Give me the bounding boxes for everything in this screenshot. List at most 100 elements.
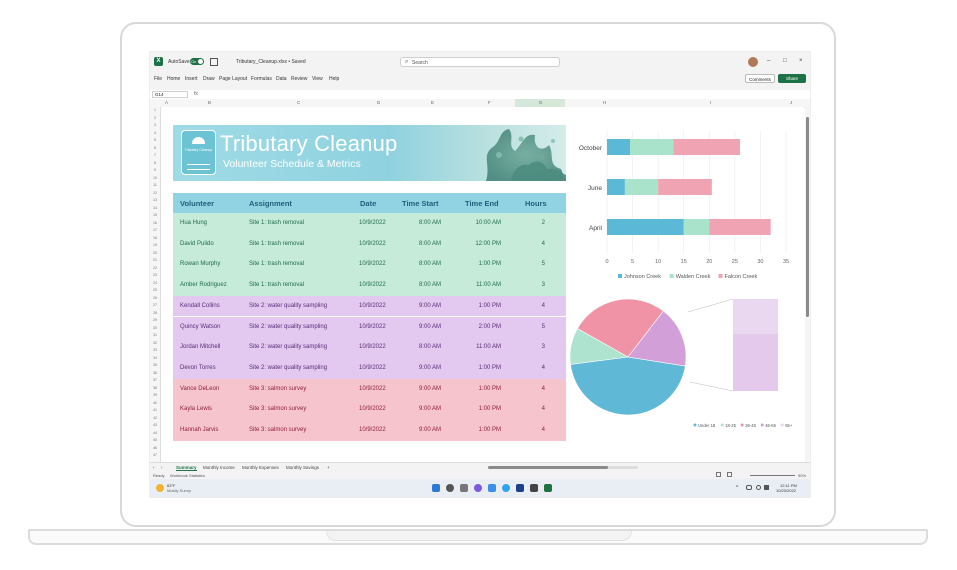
secondary-bar-segment[interactable] bbox=[733, 334, 778, 391]
volunteer-cell[interactable]: Hua Hung bbox=[180, 220, 208, 226]
volunteer-cell[interactable]: Vance DeLeon bbox=[180, 385, 220, 392]
date-cell[interactable]: 10/9/2022 bbox=[359, 344, 386, 351]
date-cell[interactable]: 10/9/2022 bbox=[359, 302, 386, 309]
volunteer-cell[interactable]: Amber Rodriguez bbox=[180, 282, 227, 289]
column-b[interactable]: B bbox=[208, 100, 212, 105]
time-end-cell[interactable]: 1:00 PM bbox=[478, 302, 501, 309]
row-number[interactable]: 24 bbox=[153, 280, 157, 285]
volunteer-cell[interactable]: David Pulido bbox=[180, 240, 214, 247]
row-number[interactable]: 31 bbox=[153, 333, 157, 337]
hours-cell[interactable]: 4 bbox=[541, 302, 545, 309]
row-number[interactable]: 34 bbox=[153, 355, 157, 360]
sheet-tab-monthly-savings[interactable]: Monthly Savings bbox=[286, 465, 320, 470]
row-number[interactable]: 19 bbox=[153, 243, 157, 247]
volunteer-cell[interactable]: Quincy Watson bbox=[180, 323, 221, 330]
save-icon[interactable] bbox=[210, 58, 218, 66]
edge-icon[interactable] bbox=[502, 484, 510, 492]
pie-chart[interactable]: Under 18 18-25 26-45 46-65 65+ bbox=[570, 282, 805, 432]
hours-cell[interactable]: 5 bbox=[541, 323, 545, 330]
menu-data[interactable]: Data bbox=[276, 76, 287, 82]
store-icon[interactable] bbox=[516, 484, 524, 492]
table-row[interactable]: Vance DeLeon Site 3: salmon survey 10/9/20… bbox=[173, 378, 566, 400]
menu-insert[interactable]: Insert bbox=[185, 76, 198, 82]
fx-icon[interactable]: fx bbox=[194, 91, 198, 97]
excel-taskbar-icon[interactable] bbox=[544, 484, 552, 492]
menu-page-layout[interactable]: Page Layout bbox=[219, 76, 248, 82]
row-number[interactable]: 32 bbox=[153, 340, 157, 345]
date-cell[interactable]: 10/9/2022 bbox=[359, 323, 386, 330]
column-g[interactable]: G bbox=[539, 100, 543, 105]
bar-segment[interactable] bbox=[607, 219, 684, 235]
assignment-cell[interactable]: Site 1: trash removal bbox=[249, 220, 305, 226]
row-number[interactable]: 14 bbox=[153, 205, 157, 210]
volunteer-cell[interactable]: Kendall Collins bbox=[180, 302, 220, 309]
column-j[interactable]: J bbox=[790, 100, 793, 105]
assignment-cell[interactable]: Site 3: salmon survey bbox=[249, 406, 307, 413]
horizontal-scrollbar[interactable] bbox=[488, 466, 638, 469]
row-number[interactable]: 37 bbox=[153, 378, 157, 382]
row-number[interactable]: 42 bbox=[153, 415, 157, 420]
pie-slice[interactable] bbox=[570, 356, 686, 416]
row-number[interactable]: 44 bbox=[153, 430, 157, 435]
table-row[interactable]: Hannah Jarvis Site 3: salmon survey 10/9/2… bbox=[173, 420, 566, 441]
bar-segment[interactable] bbox=[709, 219, 771, 235]
volunteer-cell[interactable]: Hannah Jarvis bbox=[180, 427, 219, 433]
row-number[interactable]: 43 bbox=[153, 423, 157, 427]
menu-file[interactable]: File bbox=[154, 76, 163, 82]
table-row[interactable]: Kendall Collins Site 2: water quality sam… bbox=[173, 295, 566, 317]
zoom-slider[interactable] bbox=[750, 474, 795, 476]
volume-icon[interactable] bbox=[764, 485, 769, 490]
table-row[interactable]: David Pulido Site 1: trash removal 10/9/20… bbox=[173, 233, 566, 255]
menu-draw[interactable]: Draw bbox=[203, 76, 215, 82]
time-end-cell[interactable]: 10:00 AM bbox=[475, 220, 501, 226]
time-end-cell[interactable]: 11:00 AM bbox=[476, 344, 501, 351]
menu-formulas[interactable]: Formulas bbox=[251, 76, 272, 82]
sheet-tab-monthly-expenses[interactable]: Monthly Expenses bbox=[242, 465, 279, 470]
pie-slice[interactable] bbox=[577, 298, 664, 358]
row-number[interactable]: 28 bbox=[153, 310, 157, 315]
row-number[interactable]: 5 bbox=[154, 138, 156, 142]
date-cell[interactable]: 10/9/2022 bbox=[359, 364, 386, 371]
time-end-cell[interactable]: 1:00 PM bbox=[478, 385, 501, 392]
column-h[interactable]: H bbox=[603, 100, 607, 105]
column-d[interactable]: D bbox=[377, 100, 381, 105]
document-title[interactable]: Tributary_Cleanup.xlsx • Saved bbox=[236, 59, 306, 65]
time-end-cell[interactable]: 1:00 PM bbox=[478, 406, 501, 413]
table-row[interactable]: Kayla Lewis Site 3: salmon survey 10/9/202… bbox=[173, 399, 566, 420]
row-number[interactable]: 23 bbox=[153, 273, 157, 277]
wifi-icon[interactable] bbox=[756, 485, 761, 490]
avatar[interactable] bbox=[748, 57, 758, 67]
row-number[interactable]: 2 bbox=[154, 115, 156, 120]
date-cell[interactable]: 10/9/2022 bbox=[359, 282, 386, 289]
row-number[interactable]: 25 bbox=[153, 288, 157, 292]
hours-cell[interactable]: 2 bbox=[541, 220, 545, 226]
column-f[interactable]: F bbox=[488, 100, 491, 105]
chat-icon[interactable] bbox=[474, 484, 482, 492]
assignment-cell[interactable]: Site 2: water quality sampling bbox=[249, 323, 328, 330]
hours-cell[interactable]: 4 bbox=[541, 240, 545, 247]
bar-segment[interactable] bbox=[673, 139, 740, 155]
time-end-cell[interactable]: 11:00 AM bbox=[476, 282, 501, 289]
row-number[interactable]: 27 bbox=[153, 303, 157, 307]
zoom-level[interactable]: 90% bbox=[798, 473, 807, 478]
row-number[interactable]: 30 bbox=[153, 325, 157, 330]
row-number[interactable]: 40 bbox=[153, 400, 157, 405]
close-button[interactable]: × bbox=[799, 58, 803, 64]
row-number[interactable]: 16 bbox=[153, 220, 157, 225]
sheet-tab-summary[interactable]: Summary bbox=[176, 465, 197, 471]
menu-home[interactable]: Home bbox=[167, 76, 181, 82]
hours-cell[interactable]: 5 bbox=[541, 261, 545, 268]
share-button[interactable]: Share bbox=[778, 74, 806, 83]
table-row[interactable]: Hua Hung Site 1: trash removal 10/9/2022 8:… bbox=[173, 213, 566, 234]
date-cell[interactable]: 10/9/2022 bbox=[359, 406, 386, 413]
assignment-cell[interactable]: Site 2: water quality sampling bbox=[249, 302, 328, 309]
date-cell[interactable]: 10/9/2022 bbox=[359, 240, 386, 247]
workbook-statistics[interactable]: Workbook Statistics bbox=[170, 473, 206, 478]
bar-segment[interactable] bbox=[630, 139, 674, 155]
assignment-cell[interactable]: Site 1: trash removal bbox=[249, 282, 305, 289]
row-number[interactable]: 26 bbox=[153, 295, 157, 300]
assignment-cell[interactable]: Site 2: water quality sampling bbox=[249, 364, 328, 371]
time-start-cell[interactable]: 9:00 AM bbox=[418, 385, 441, 392]
row-number[interactable]: 1 bbox=[154, 108, 156, 112]
file-explorer-icon[interactable] bbox=[530, 484, 538, 492]
